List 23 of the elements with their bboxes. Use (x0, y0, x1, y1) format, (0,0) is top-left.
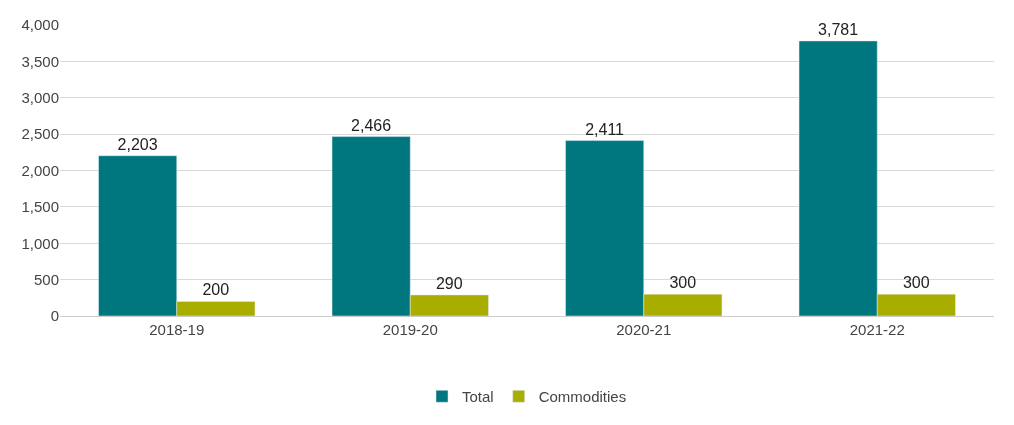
data-label: 3,781 (818, 20, 859, 38)
y-tick-label: 1,500 (21, 198, 59, 216)
x-tick-label: 2021-22 (849, 321, 905, 338)
data-label: 200 (202, 281, 230, 299)
y-tick-label: 3,500 (21, 52, 59, 70)
legend-label: Commodities (538, 388, 627, 406)
x-tick-label: 2018-19 (149, 321, 205, 338)
data-label: 2,466 (351, 116, 392, 134)
data-label: 290 (435, 274, 463, 292)
data-label: 2,203 (117, 135, 158, 153)
x-tick-label: 2019-20 (382, 321, 438, 338)
y-tick-label: 0 (50, 307, 59, 325)
y-tick-label: 3,000 (21, 89, 59, 106)
data-label: 2,411 (585, 120, 625, 138)
data-label: 300 (669, 274, 697, 292)
y-tick-label: 1,000 (21, 234, 59, 252)
y-tick-label: 4,000 (21, 16, 59, 34)
y-tick-label: 2,500 (21, 125, 59, 143)
y-tick-label: 500 (33, 270, 59, 288)
x-tick-label: 2020-21 (616, 321, 672, 338)
data-label: 300 (902, 274, 930, 292)
y-tick-label: 2,000 (21, 161, 59, 179)
legend-label: Total (462, 388, 494, 406)
